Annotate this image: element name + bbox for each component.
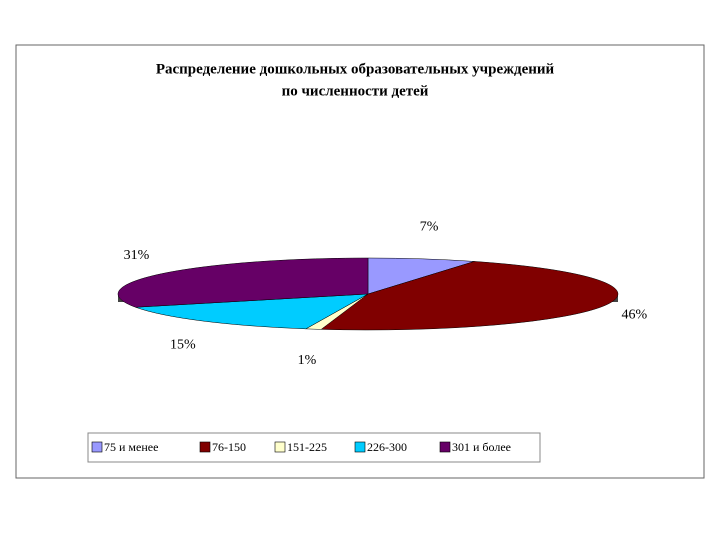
legend-swatch	[199, 441, 211, 453]
legend-label: 75 и менее	[104, 440, 158, 454]
legend-swatch	[439, 441, 451, 453]
legend-swatch	[354, 441, 366, 453]
data-label: 1%	[298, 353, 317, 368]
legend-swatch	[274, 441, 286, 453]
data-label: 7%	[420, 219, 439, 234]
legend-label: 301 и более	[452, 440, 511, 454]
pie-slice	[117, 257, 369, 308]
data-label: 15%	[170, 338, 196, 353]
pie-slice	[320, 261, 619, 331]
pie-slice	[367, 257, 475, 295]
data-label: 46%	[621, 307, 647, 322]
legend-label: 226-300	[367, 440, 407, 454]
pie-slice	[135, 293, 369, 330]
chart-title: по численности детей	[282, 83, 429, 99]
legend-label: 76-150	[212, 440, 246, 454]
legend-swatch	[91, 441, 103, 453]
legend-label: 151-225	[287, 440, 327, 454]
chart-title: Распределение дошкольных образовательных…	[156, 61, 555, 77]
legend-box	[87, 432, 541, 463]
data-label: 31%	[124, 248, 150, 263]
